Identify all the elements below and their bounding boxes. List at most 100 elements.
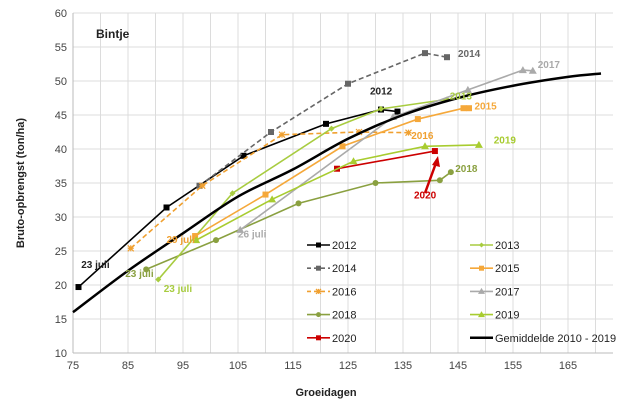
data-point-2014 <box>422 50 428 57</box>
legend-item-2013: 2013 <box>470 240 519 252</box>
data-point-2016 <box>127 244 135 252</box>
legend-marker <box>315 288 322 295</box>
data-point-2012 <box>394 108 401 115</box>
y-tick-label: 20 <box>55 280 67 292</box>
series-2013 <box>155 96 450 283</box>
series-line-2020 <box>336 150 436 170</box>
y-tick-label: 45 <box>55 110 67 122</box>
data-point-2014 <box>345 80 351 87</box>
data-point-2017 <box>518 66 527 74</box>
y-tick-label: 50 <box>55 76 67 88</box>
annotation-label: 2019 <box>494 136 517 147</box>
annotation-label: 23 juli <box>125 269 154 280</box>
data-point-2012 <box>240 152 247 159</box>
legend-marker <box>316 312 321 318</box>
data-point-2016 <box>405 129 412 137</box>
data-point-2018 <box>213 237 219 244</box>
legend-item-2016: 2016 <box>307 286 356 298</box>
y-axis-label: Bruto-opbrengst (ton/ha) <box>15 118 27 248</box>
legend-marker <box>316 335 321 341</box>
arrow-2020 <box>423 156 440 194</box>
legend-marker <box>316 265 321 271</box>
legend-label: 2014 <box>332 263 356 275</box>
annotation-label: 2012 <box>370 87 393 98</box>
y-tick-label: 40 <box>55 144 67 156</box>
series-2020 <box>334 148 438 172</box>
data-point-2013 <box>328 125 335 132</box>
data-point-2020 <box>431 148 438 155</box>
chart-title: Bintje <box>96 27 130 41</box>
y-tick-label: 15 <box>55 314 67 326</box>
data-point-2013 <box>155 276 162 283</box>
annotation-label: 29 juli <box>167 235 196 246</box>
x-tick-label: 95 <box>177 360 189 372</box>
data-point-2014 <box>444 54 450 61</box>
data-point-2017 <box>528 66 537 74</box>
data-point-2014 <box>268 129 274 135</box>
legend-marker <box>478 311 485 318</box>
y-tick-label: 55 <box>55 42 67 54</box>
annotation-label: 2015 <box>475 102 498 113</box>
data-point-2019 <box>421 142 429 150</box>
legend-item-2015: 2015 <box>470 263 519 275</box>
data-point-2018 <box>372 180 379 186</box>
series-line-2014 <box>199 52 448 187</box>
series-2018 <box>143 169 454 273</box>
annotation-label: 2013 <box>450 91 473 102</box>
y-tick-label: 35 <box>55 178 67 190</box>
legend-item-2020: 2020 <box>307 333 356 345</box>
data-point-2015 <box>262 191 269 198</box>
series-group <box>72 50 602 314</box>
data-point-2019 <box>474 140 483 148</box>
data-point-2012 <box>75 284 82 291</box>
data-point-2012 <box>163 204 170 211</box>
data-point-2015 <box>466 105 472 112</box>
legend-marker <box>479 242 484 248</box>
legend-label: 2015 <box>495 263 519 275</box>
x-axis-label: Groeidagen <box>295 387 356 399</box>
legend-label: 2020 <box>332 333 356 345</box>
annotation-label: 2018 <box>455 164 478 175</box>
y-tick-label: 10 <box>55 348 67 360</box>
data-point-2019 <box>268 195 277 203</box>
data-point-2017 <box>236 225 245 233</box>
legend: 2012 2014 2016 2018 2020 2013 2015 2017 2019 Gemi… <box>307 240 616 345</box>
data-point-2015 <box>460 105 467 112</box>
legend-item-2012: 2012 <box>307 240 356 252</box>
legend-marker <box>479 265 484 271</box>
data-point-2015 <box>414 116 421 123</box>
legend-item-2019: 2019 <box>470 310 519 322</box>
legend-label: 2012 <box>332 240 356 252</box>
data-point-2018 <box>436 177 443 184</box>
data-point-2013 <box>229 190 236 197</box>
data-point-2016 <box>355 128 363 136</box>
annotation-label: 2020 <box>414 191 437 202</box>
annotation-label: 2014 <box>458 49 481 60</box>
data-point-2018 <box>447 169 454 176</box>
legend-label: 2019 <box>495 310 519 322</box>
series-gemiddelde <box>72 72 602 314</box>
data-point-2013 <box>378 105 384 112</box>
data-point-2015 <box>339 143 346 150</box>
x-tick-label: 145 <box>449 360 467 372</box>
data-point-2016 <box>278 131 286 139</box>
annotation-label: 26 juli <box>238 229 267 240</box>
annotations: 23 juli 23 juli 23 juli 29 juli 26 juli 2012 2… <box>81 49 560 295</box>
x-tick-label: 85 <box>122 360 134 372</box>
annotation-label: 23 juli <box>164 284 193 295</box>
x-tick-label: 165 <box>559 360 577 372</box>
x-tick-label: 105 <box>229 360 247 372</box>
data-point-2019 <box>349 157 358 165</box>
x-tick-label: 115 <box>284 360 302 372</box>
axes: 10 15 20 25 30 35 40 45 50 55 60 75 85 95 105 115 125 135… <box>55 8 613 372</box>
series-2016 <box>127 128 412 252</box>
legend-label: 2018 <box>332 310 356 322</box>
data-point-2018 <box>295 200 302 207</box>
data-point-2017 <box>463 85 472 93</box>
legend-label: 2013 <box>495 240 519 252</box>
legend-item-gemiddelde: Gemiddelde 2010 - 2019 <box>470 333 616 345</box>
data-point-2019 <box>192 236 201 244</box>
data-point-2016 <box>198 182 206 190</box>
series-2017 <box>236 66 537 233</box>
